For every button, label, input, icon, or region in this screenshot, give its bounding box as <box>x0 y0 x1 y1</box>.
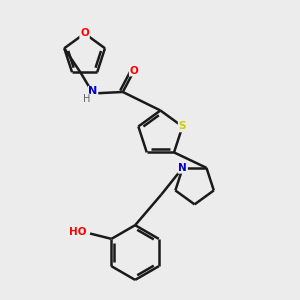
Text: N: N <box>178 163 187 173</box>
Text: HO: HO <box>69 227 86 237</box>
Text: S: S <box>179 122 186 131</box>
Text: O: O <box>130 66 139 76</box>
Text: N: N <box>88 86 98 96</box>
Text: O: O <box>80 28 89 38</box>
Text: H: H <box>82 94 90 104</box>
